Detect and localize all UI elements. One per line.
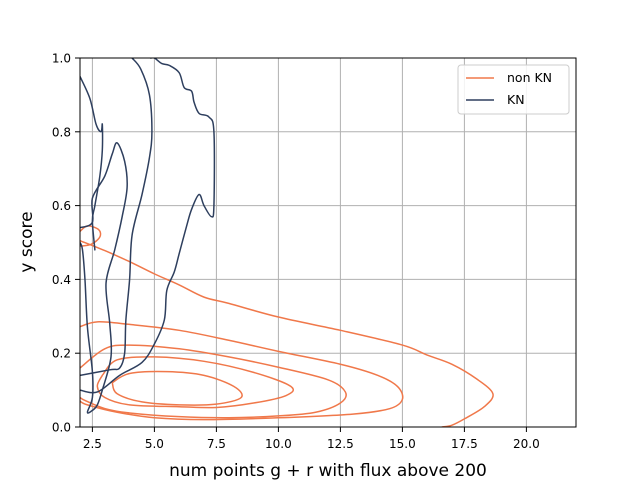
contour-line-kn bbox=[80, 75, 104, 251]
x-tick-label: 10.0 bbox=[265, 437, 292, 451]
x-tick-label: 5.0 bbox=[145, 437, 164, 451]
x-axis-ticks: 2.5 5.0 7.5 10.0 12.5 15.0 17.5 20.0 bbox=[83, 427, 540, 451]
contour-line-kn bbox=[80, 142, 128, 414]
y-axis-label: y score bbox=[17, 211, 37, 272]
y-tick-label: 0.6 bbox=[52, 199, 71, 213]
y-tick-label: 0.4 bbox=[52, 273, 71, 287]
x-tick-label: 17.5 bbox=[451, 437, 478, 451]
series-kn bbox=[80, 58, 216, 414]
x-tick-label: 20.0 bbox=[513, 437, 540, 451]
legend: non KN KN bbox=[457, 64, 570, 115]
contour-line-kn bbox=[80, 58, 153, 377]
x-tick-label: 12.5 bbox=[327, 437, 354, 451]
legend-label-non-kn: non KN bbox=[507, 70, 552, 85]
y-tick-label: 0.0 bbox=[52, 421, 71, 435]
legend-label-kn: KN bbox=[507, 92, 525, 107]
contour-line-non-kn bbox=[111, 370, 243, 406]
y-axis-ticks: 0.0 0.2 0.4 0.6 0.8 1.0 bbox=[52, 52, 80, 435]
x-tick-label: 15.0 bbox=[389, 437, 416, 451]
plot-frame bbox=[79, 57, 577, 428]
series-area bbox=[80, 58, 494, 427]
contour-line-non-kn bbox=[80, 239, 494, 427]
y-tick-label: 0.2 bbox=[52, 347, 71, 361]
series-non-kn bbox=[80, 225, 494, 427]
x-tick-label: 7.5 bbox=[207, 437, 226, 451]
x-tick-label: 2.5 bbox=[83, 437, 102, 451]
y-tick-label: 1.0 bbox=[52, 52, 71, 66]
x-axis-label: num points g + r with flux above 200 bbox=[169, 461, 487, 480]
contour-line-non-kn bbox=[80, 344, 347, 419]
contour-line-non-kn bbox=[80, 321, 404, 421]
contour-line-kn bbox=[80, 58, 216, 394]
y-tick-label: 0.8 bbox=[52, 125, 71, 139]
contour-line-non-kn bbox=[96, 356, 294, 409]
